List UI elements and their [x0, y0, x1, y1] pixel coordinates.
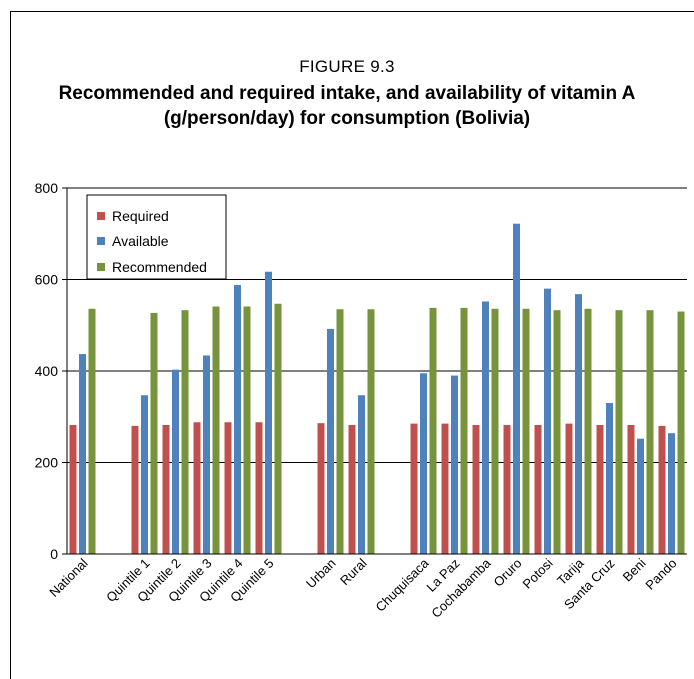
bar-available-pando — [668, 433, 675, 554]
bar-recommended-tarija — [584, 308, 592, 554]
y-tick-labels: 0 200 400 600 800 — [35, 180, 59, 562]
bar-available-beni — [637, 438, 644, 554]
chart-title: Recommended and required intake, and ava… — [0, 81, 694, 131]
legend-swatch-recommended — [97, 263, 105, 271]
bar-recommended-pando — [677, 311, 685, 554]
bar-recommended-quintile-5 — [274, 303, 282, 554]
bar-required-quintile-5 — [255, 422, 263, 554]
bar-required-national — [69, 424, 77, 554]
bar-available-rural — [358, 395, 365, 554]
legend-label-recommended: Recommended — [112, 259, 207, 275]
axes — [62, 187, 687, 555]
bar-required-beni — [627, 424, 635, 554]
x-category-label-potosi: Potosi — [519, 555, 555, 591]
bar-available-oruro — [513, 223, 520, 554]
bar-recommended-rural — [367, 309, 375, 554]
bar-required-oruro — [503, 424, 511, 554]
x-category-label-pando: Pando — [642, 556, 679, 593]
bar-available-national — [79, 354, 86, 554]
bar-required-santa-cruz — [596, 424, 604, 554]
bar-recommended-urban — [336, 309, 344, 554]
bar-required-quintile-1 — [131, 425, 139, 554]
bar-required-potosi — [534, 424, 542, 554]
y-tick-label: 600 — [35, 272, 59, 288]
bar-recommended-oruro — [522, 308, 530, 554]
bar-available-quintile-1 — [141, 395, 148, 554]
bar-recommended-la-paz — [460, 307, 468, 554]
legend-box — [86, 194, 227, 280]
bar-recommended-santa-cruz — [615, 310, 623, 554]
bar-required-urban — [317, 423, 325, 554]
bar-available-quintile-2 — [172, 369, 179, 554]
bar-recommended-quintile-1 — [150, 312, 158, 554]
bar-available-urban — [327, 328, 334, 554]
legend-label-available: Available — [112, 233, 169, 249]
bar-required-quintile-2 — [162, 424, 170, 554]
bar-available-tarija — [575, 294, 582, 554]
bar-available-potosi — [544, 288, 551, 554]
bar-recommended-beni — [646, 310, 654, 554]
bar-available-la-paz — [451, 375, 458, 554]
x-category-label-rural: Rural — [337, 555, 370, 588]
y-tick-label: 200 — [35, 455, 59, 471]
bar-required-la-paz — [441, 423, 449, 554]
bar-available-quintile-4 — [234, 284, 241, 554]
bar-available-quintile-5 — [265, 271, 272, 554]
x-category-label-national: National — [46, 555, 90, 599]
y-tick-label: 400 — [35, 363, 59, 379]
chart-title-line-2: (g/person/day) for consumption (Bolivia) — [163, 108, 531, 129]
bar-required-quintile-4 — [224, 422, 232, 554]
bar-marks — [69, 223, 685, 554]
legend-swatch-required — [97, 212, 105, 220]
bar-required-tarija — [565, 423, 573, 554]
bar-required-quintile-3 — [193, 422, 201, 554]
bar-recommended-quintile-2 — [181, 310, 189, 554]
bar-recommended-quintile-3 — [212, 306, 220, 554]
bar-available-cochabamba — [482, 301, 489, 554]
bar-available-chuquisaca — [420, 373, 427, 554]
figure-frame — [10, 11, 694, 679]
bar-required-pando — [658, 425, 666, 554]
figure-label: FIGURE 9.3 — [299, 57, 395, 76]
chart-title-line-1: Recommended and required intake, and ava… — [58, 83, 636, 104]
y-tick-label: 0 — [50, 546, 58, 562]
legend-swatch-available — [97, 237, 105, 245]
bar-available-quintile-3 — [203, 355, 210, 554]
bar-required-cochabamba — [472, 424, 480, 554]
x-category-label-urban: Urban — [303, 556, 339, 592]
bar-recommended-national — [88, 308, 96, 554]
x-category-label-oruro: Oruro — [491, 556, 525, 590]
y-tick-label: 800 — [35, 180, 59, 196]
bar-required-chuquisaca — [410, 423, 418, 554]
legend-label-required: Required — [112, 208, 169, 224]
bar-recommended-potosi — [553, 310, 561, 554]
bar-available-santa-cruz — [606, 403, 613, 554]
bar-recommended-chuquisaca — [429, 307, 437, 554]
bar-recommended-quintile-4 — [243, 306, 251, 554]
bar-recommended-cochabamba — [491, 308, 499, 554]
bar-required-rural — [348, 424, 356, 554]
legend: Required Available Recommended — [86, 194, 227, 280]
